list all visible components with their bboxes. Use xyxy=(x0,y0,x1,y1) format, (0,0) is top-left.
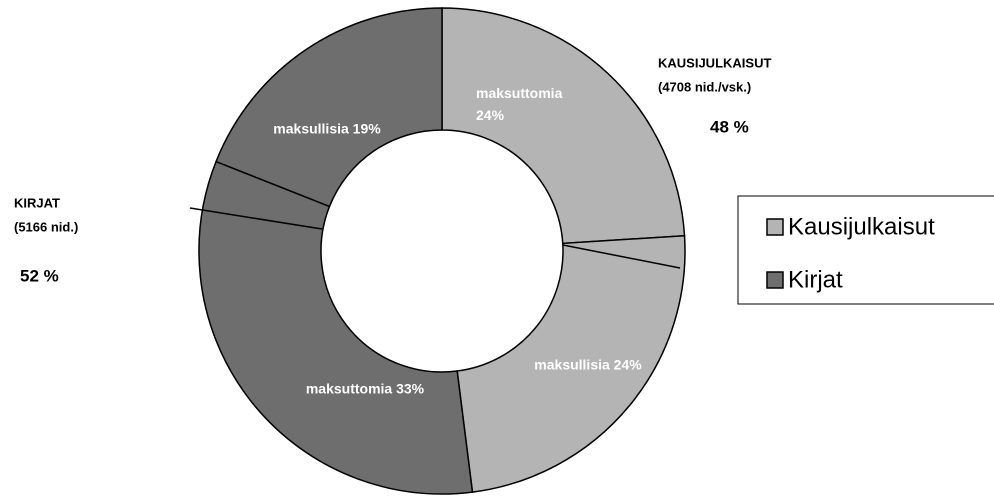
group-name: KIRJAT xyxy=(14,195,60,210)
donut-segment xyxy=(198,160,474,495)
leader-line xyxy=(562,244,681,269)
leader-line xyxy=(189,207,323,230)
group-value: 48 % xyxy=(710,117,749,136)
group-value: 52 % xyxy=(20,266,59,285)
segment-label: maksuttomia 33% xyxy=(306,381,425,397)
legend-label: Kausijulkaisut xyxy=(788,213,935,240)
segment-label: maksuttomia 24% xyxy=(476,85,563,123)
group-name: KAUSIJULKAISUT xyxy=(658,55,771,70)
group-note: (4708 nid./vsk.) xyxy=(658,79,751,94)
donut-segment xyxy=(456,234,686,493)
legend: Kausijulkaisut Kirjat xyxy=(737,195,994,305)
donut-segment xyxy=(441,7,686,245)
legend-swatch xyxy=(766,271,784,289)
donut: maksuttomia 24% maksullisia 24% maksuttomia… xyxy=(198,7,686,495)
legend-swatch xyxy=(766,218,784,236)
segment-label-line: 24% xyxy=(476,107,505,123)
segment-label-line: maksuttomia xyxy=(476,85,563,101)
segment-label: maksullisia 19% xyxy=(273,121,381,137)
legend-label: Kirjat xyxy=(788,266,843,293)
segment-label: maksullisia 24% xyxy=(534,357,642,373)
donut-segment xyxy=(215,7,443,208)
group-note: (5166 nid.) xyxy=(14,219,78,234)
